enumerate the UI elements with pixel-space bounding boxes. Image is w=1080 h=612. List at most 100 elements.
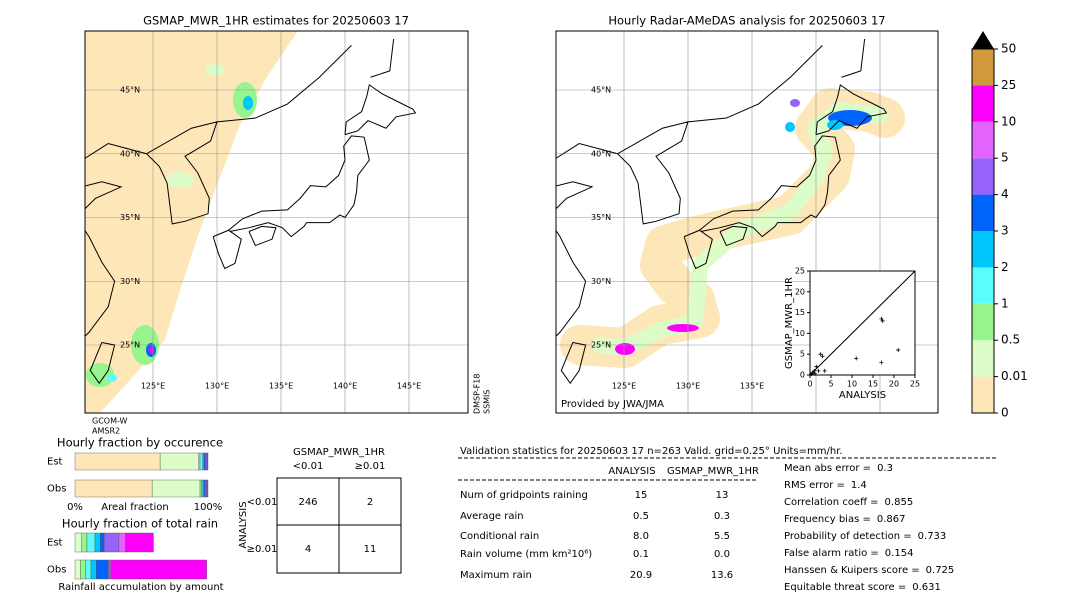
stats-title: Validation statistics for 20250603 17 n=… <box>460 446 843 457</box>
lon-label: 130°E <box>676 382 700 391</box>
category-label: Est <box>47 457 63 468</box>
colorbar-tick-label: 2 <box>1001 260 1009 274</box>
rain-area <box>107 374 117 382</box>
bar-segment <box>206 479 209 498</box>
rain-area <box>667 324 699 332</box>
coastline <box>560 341 587 385</box>
row-label: ≥0.01 <box>247 544 278 555</box>
x-axis-label: ANALYSIS <box>839 390 886 401</box>
row-label: Maximum rain <box>460 570 532 581</box>
score-label: Mean abs error = <box>784 463 871 474</box>
lat-label: 45°N <box>591 86 611 95</box>
bar-segment <box>199 452 203 471</box>
bar-segment <box>85 559 92 580</box>
cell: 5.5 <box>714 531 730 542</box>
coastline <box>89 341 116 385</box>
lat-label: 30°N <box>591 277 611 286</box>
rain-area <box>85 31 298 413</box>
coastline <box>687 45 823 123</box>
category-label: Obs <box>47 484 66 495</box>
rain-area <box>148 346 154 354</box>
satellite-label: AMSR2 <box>92 427 120 436</box>
lon-label: 135°E <box>740 382 764 391</box>
colorbar-segment <box>972 194 994 231</box>
bar-segment <box>94 532 101 553</box>
chart-title: Hourly fraction of total rain <box>62 517 218 531</box>
lat-label: 40°N <box>120 149 140 158</box>
colorbar-segment <box>972 267 994 304</box>
coastline <box>841 38 866 78</box>
side-label: DMSP-F18 <box>473 374 482 414</box>
colorbar-tick-label: 0 <box>1001 406 1009 420</box>
coastline <box>815 84 888 136</box>
lon-label: 125°E <box>612 382 636 391</box>
cell: 246 <box>298 497 317 508</box>
bar-segment <box>96 559 109 580</box>
x-tick-label: 25 <box>910 380 920 389</box>
colorbar-segment <box>972 121 994 159</box>
scatter-point <box>810 370 815 375</box>
colorbar-segment <box>972 340 994 377</box>
map-title: GSMAP_MWR_1HR estimates for 20250603 17 <box>143 14 409 28</box>
rain-area <box>615 343 635 355</box>
row-label: Num of gridpoints raining <box>460 490 588 501</box>
satellite-label: GCOM-W <box>92 417 128 426</box>
scatter-point <box>880 318 885 323</box>
colorbar-tick-label: 4 <box>1001 187 1009 201</box>
rain-area <box>243 96 253 110</box>
coastline <box>228 135 370 238</box>
row-label: Average rain <box>460 511 524 522</box>
x-tick-label: 10 <box>847 380 857 389</box>
colorbar-segment <box>972 158 994 195</box>
score-label: Frequency bias = <box>784 514 871 525</box>
coastline <box>85 143 147 337</box>
scatter-point <box>879 316 884 321</box>
category-label: Obs <box>47 565 66 576</box>
score-value: 0.3 <box>877 463 893 474</box>
x-tick-label: 100% <box>194 502 223 513</box>
category-label: Est <box>47 538 63 549</box>
colorbar-segment <box>972 49 994 86</box>
right-map <box>556 31 938 413</box>
scatter-point <box>814 364 819 369</box>
cell: 0.5 <box>633 511 649 522</box>
map-frame <box>555 30 939 414</box>
cell: 0.0 <box>714 549 730 560</box>
rain-area <box>790 99 800 107</box>
row-label: Conditional rain <box>460 531 539 542</box>
x-tick-label: 5 <box>828 380 833 389</box>
bar-segment <box>104 532 120 553</box>
lon-label: 140°E <box>333 382 357 391</box>
score-label: RMS error = <box>784 480 845 491</box>
bar-segment <box>100 532 105 553</box>
scatter-point <box>822 368 827 373</box>
cell: 4 <box>305 544 311 555</box>
y-axis-label: GSMAP_MWR_1HR <box>784 277 795 369</box>
colorbar-segment <box>972 231 994 268</box>
lat-label: 25°N <box>120 341 140 350</box>
rain-area <box>205 64 225 76</box>
cell: 20.9 <box>630 570 652 581</box>
column-header: GSMAP_MWR_1HR <box>667 466 759 477</box>
bar-segment <box>74 532 82 553</box>
coastline <box>216 45 352 123</box>
colorbar-tick-label: 50 <box>1001 42 1016 56</box>
score-label: Probability of detection = <box>784 531 912 542</box>
y-tick-label: 15 <box>795 308 805 317</box>
colorbar-tick-label: 0.5 <box>1001 333 1020 347</box>
scatter-point <box>879 360 884 365</box>
coastline <box>616 121 689 225</box>
scatter-point <box>854 356 859 361</box>
rain-area <box>86 363 114 387</box>
row-label: Rain volume (mm km²10⁶) <box>460 549 592 560</box>
bar-segment <box>110 559 207 580</box>
lon-label: 145°E <box>397 382 421 391</box>
coastline <box>719 225 748 247</box>
coastline <box>212 229 242 270</box>
scatter-point <box>816 368 821 373</box>
coastline <box>248 225 277 247</box>
colorbar-tick-label: 3 <box>1001 224 1009 238</box>
x-tick-label: 20 <box>889 380 899 389</box>
colorbar-segment <box>972 85 994 122</box>
scatter-point <box>820 354 825 359</box>
